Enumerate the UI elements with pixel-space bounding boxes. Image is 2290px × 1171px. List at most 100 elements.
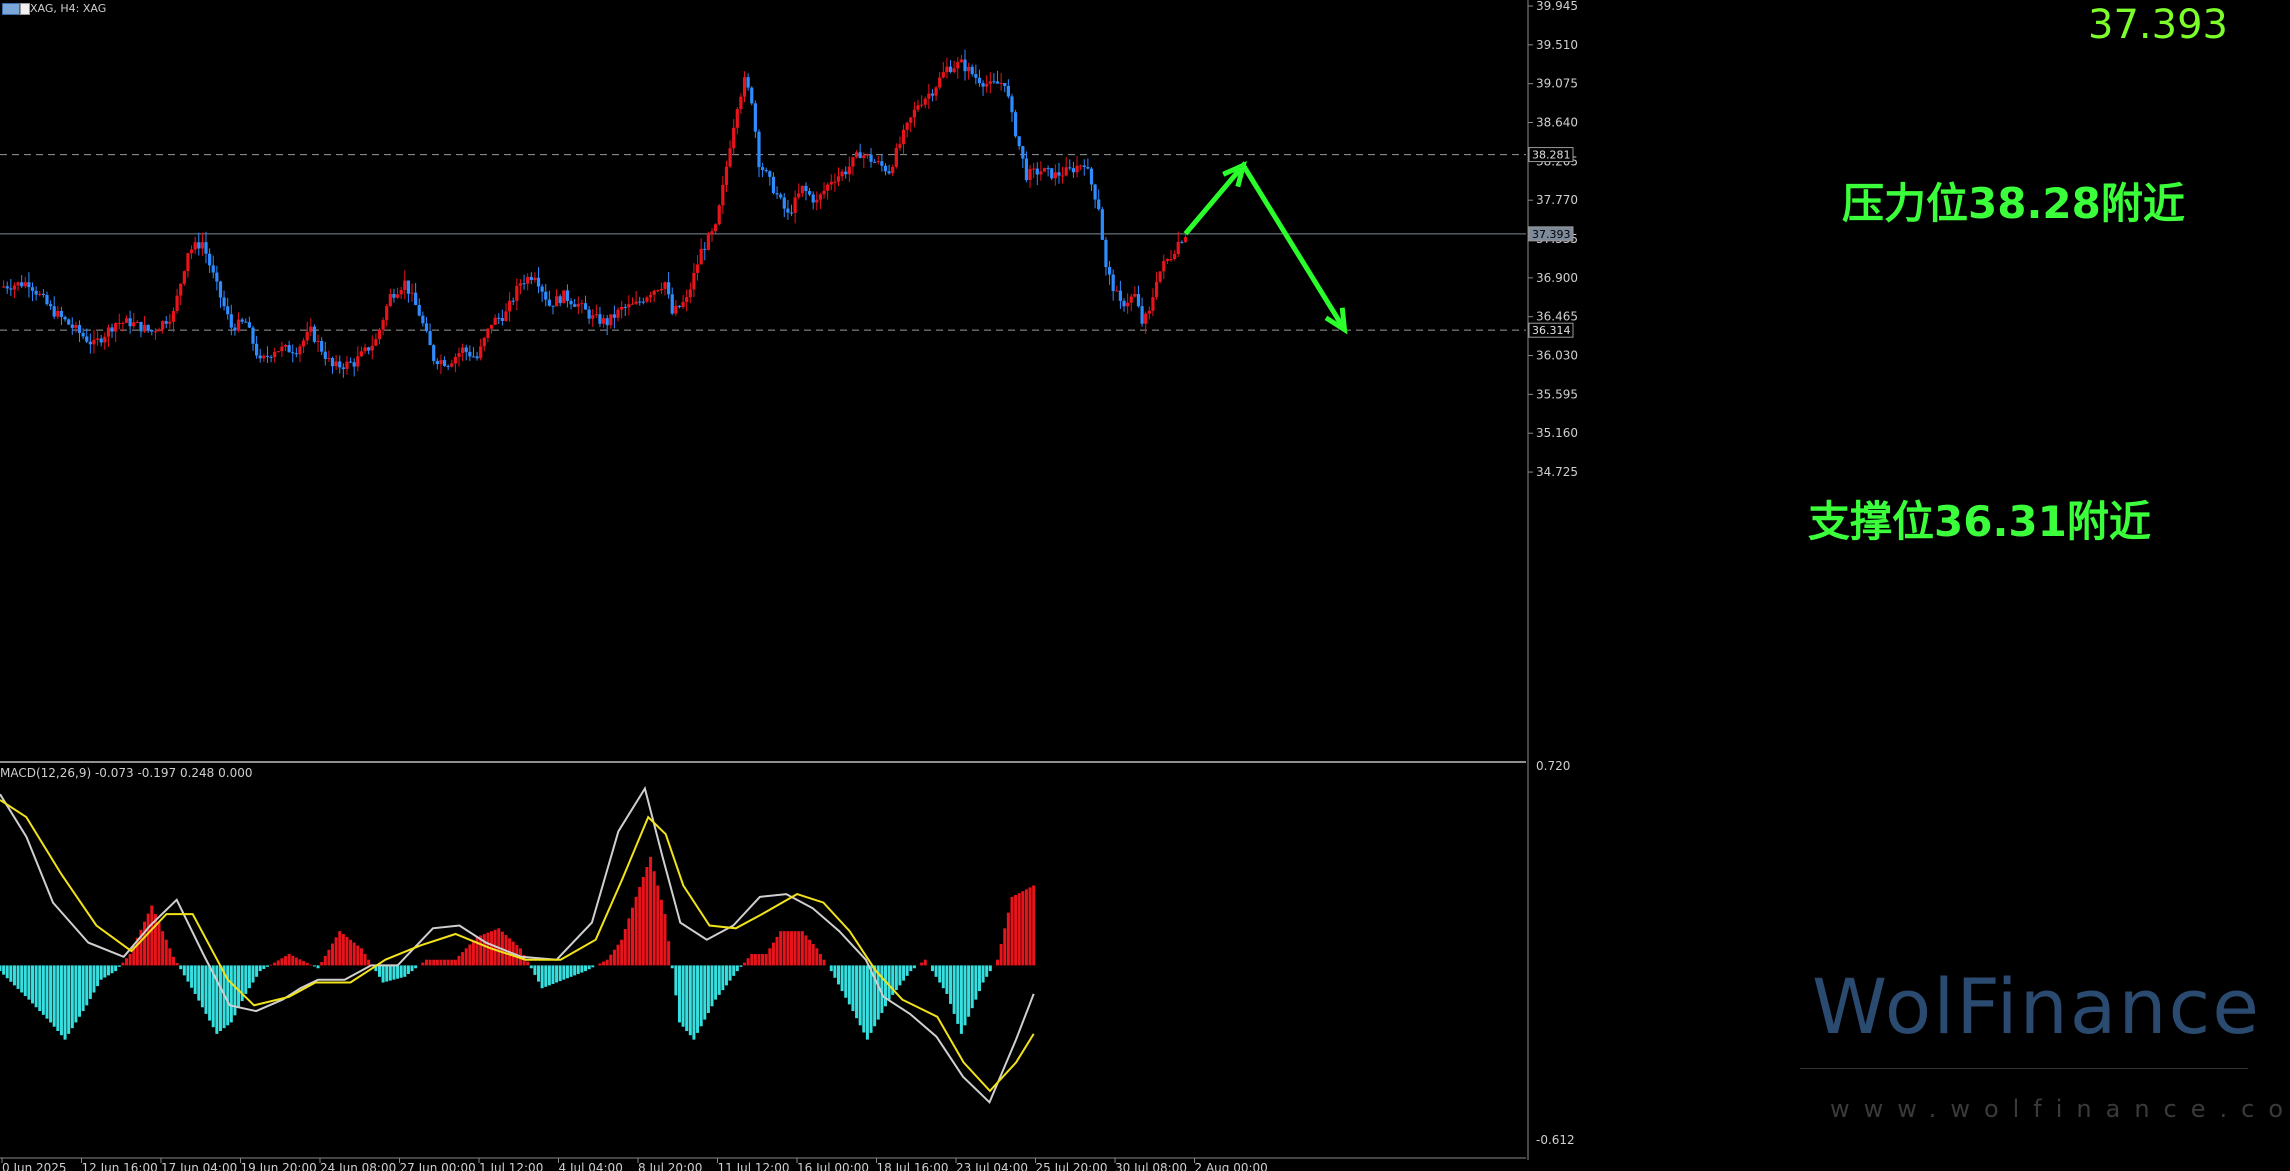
candle-body	[829, 181, 833, 185]
candle-body	[616, 309, 620, 318]
candle-body	[873, 161, 877, 163]
candle-body	[742, 77, 747, 97]
candle-body	[750, 87, 754, 104]
candle-body	[1024, 158, 1029, 181]
candle-body	[1086, 167, 1090, 169]
candle-body	[1122, 300, 1126, 307]
candle-body	[359, 351, 364, 357]
candle-body	[865, 154, 870, 156]
chart-type-icon[interactable]	[2, 3, 20, 15]
candle-body	[923, 98, 927, 105]
candle-body	[1028, 168, 1032, 181]
candle-body	[85, 336, 89, 342]
candle-body	[1089, 168, 1094, 185]
candle-body	[938, 77, 942, 88]
candle-body	[985, 83, 989, 87]
price-level-tag	[1528, 322, 1574, 338]
candle-body	[323, 351, 327, 359]
candle-body	[175, 295, 179, 312]
candle-body	[1013, 112, 1018, 137]
candle-body	[934, 87, 938, 96]
candle-body	[110, 327, 114, 332]
candle-body	[34, 290, 38, 295]
candle-body	[1057, 172, 1061, 176]
candle-body	[656, 290, 660, 292]
candle-body	[634, 301, 638, 304]
candle-body	[218, 281, 223, 298]
candle-body	[20, 282, 24, 287]
candle-body	[905, 122, 909, 130]
candle-body	[233, 327, 237, 331]
candle-body	[298, 346, 302, 355]
candle-body	[876, 161, 880, 163]
candle-body	[714, 224, 718, 232]
time-tick-label: 2 Aug 00:00	[1195, 1161, 1268, 1171]
candle-body	[594, 314, 598, 316]
candle-body	[1154, 281, 1159, 298]
candle-body	[836, 176, 841, 182]
candle-body	[952, 68, 956, 72]
candle-body	[406, 280, 411, 294]
candle-body	[128, 318, 132, 327]
candle-body	[1111, 274, 1115, 292]
price-tick-label: 35.160	[1536, 426, 1578, 440]
candle-body	[193, 242, 197, 250]
axes: 39.94539.51039.07538.64038.20537.77037.3…	[0, 0, 1578, 1171]
candle-body	[638, 301, 642, 303]
candle-body	[685, 297, 689, 303]
price-tick-label: 37.770	[1536, 193, 1578, 207]
candle-body	[1039, 171, 1043, 175]
price-level-label: 38.281	[1532, 149, 1571, 162]
candle-body	[475, 356, 479, 359]
candle-body	[721, 184, 725, 206]
candle-body	[27, 282, 31, 288]
candle-body	[927, 93, 931, 99]
candle-body	[1151, 297, 1155, 311]
macd-signal-line	[0, 799, 1035, 1093]
candle-body	[446, 365, 450, 367]
candle-body	[229, 314, 233, 328]
candle-body	[768, 171, 772, 177]
candle-body	[851, 157, 855, 167]
price-tick-label: 35.595	[1536, 387, 1578, 401]
candle-body	[797, 193, 801, 198]
time-tick-label: 16 Jul 00:00	[797, 1161, 869, 1171]
candle-body	[1173, 253, 1177, 259]
candle-body	[5, 286, 9, 289]
time-tick-label: 25 Jul 20:00	[1036, 1161, 1108, 1171]
candle-body	[23, 282, 27, 287]
candle-body	[41, 293, 45, 295]
candle-body	[283, 345, 288, 347]
candle-body	[497, 317, 501, 319]
candle-body	[627, 304, 631, 308]
candle-body	[645, 297, 649, 302]
candle-body	[276, 351, 280, 353]
candle-body	[265, 355, 270, 357]
candle-body	[1176, 241, 1180, 254]
candle-body	[967, 66, 971, 72]
candle-body	[793, 197, 797, 213]
candle-body	[77, 325, 82, 333]
candle-body	[1032, 168, 1036, 170]
price-tick-label: 39.075	[1536, 77, 1578, 91]
candle-body	[381, 320, 385, 330]
candle-body	[977, 77, 982, 84]
candle-body	[432, 345, 436, 361]
candle-body	[457, 353, 461, 357]
candle-body	[399, 290, 403, 295]
candle-body	[453, 356, 457, 364]
candle-body	[753, 103, 757, 132]
candle-body	[1006, 86, 1010, 97]
candle-body	[901, 129, 906, 145]
candle-body	[547, 299, 551, 306]
candle-body	[1180, 241, 1184, 243]
candle-body	[862, 155, 866, 159]
candle-body	[789, 212, 794, 214]
candle-body	[580, 303, 584, 305]
candle-body	[883, 165, 888, 172]
candle-body	[667, 282, 671, 295]
candle-body	[573, 304, 577, 307]
candle-body	[1165, 259, 1169, 261]
candle-body	[117, 322, 121, 324]
candle-body	[489, 324, 494, 329]
